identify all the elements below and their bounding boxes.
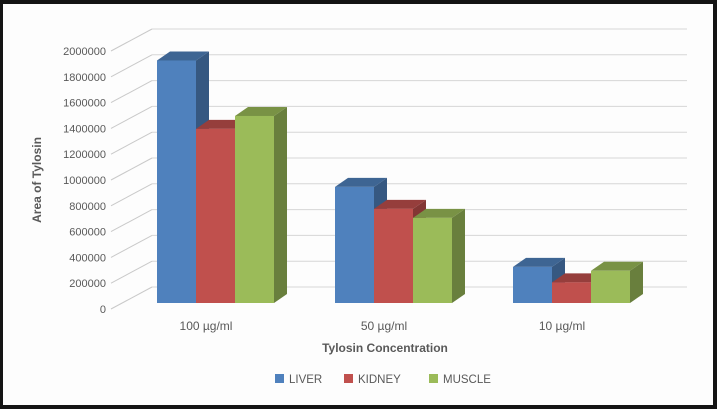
bar-front-face — [413, 217, 452, 303]
legend-item-liver: LIVER — [275, 374, 322, 386]
y-axis-title: Area of Tylosin — [30, 137, 44, 223]
bar-front-face — [513, 266, 552, 303]
y-tick-label: 1000000 — [63, 175, 106, 187]
legend-swatch-kidney — [344, 374, 353, 383]
bar-muscle-50µg/ml — [413, 208, 465, 303]
y-tick-label: 200000 — [69, 278, 106, 290]
bar-top-face — [513, 257, 565, 267]
tick-depth-line — [110, 260, 153, 284]
tick-depth-line — [110, 183, 153, 207]
tick-depth-line — [110, 105, 153, 129]
tick-depth-line — [110, 234, 153, 258]
legend-label-liver: LIVER — [289, 374, 322, 386]
tick-depth-line — [110, 157, 153, 181]
legend-item-kidney: KIDNEY — [344, 374, 401, 386]
y-tick-label: 0 — [100, 304, 106, 316]
y-tick-label: 2000000 — [63, 46, 106, 58]
tick-depth-line — [110, 131, 153, 155]
tick-depth-line — [110, 54, 153, 78]
y-tick-label: 800000 — [69, 201, 106, 213]
bar-front-face — [335, 186, 374, 303]
bars-group — [157, 51, 643, 304]
tick-depth-line — [110, 80, 153, 104]
bar-muscle-100µg/ml — [235, 106, 287, 303]
legend: LIVER KIDNEY MUSCLE — [275, 374, 491, 386]
legend-swatch-muscle — [429, 374, 438, 383]
bar-top-face — [235, 106, 287, 116]
bar-front-face — [552, 282, 591, 303]
legend-item-muscle: MUSCLE — [429, 374, 491, 386]
y-tick-label: 1400000 — [63, 123, 106, 135]
plot-area: 0 200000 400000 600000 800000 1000000 1200000 1… — [30, 28, 687, 386]
x-category-label: 10 µg/ml — [539, 319, 585, 333]
x-category-label: 50 µg/ml — [361, 319, 407, 333]
bar-front-face — [374, 208, 413, 303]
bar-front-face — [157, 60, 196, 304]
bar-top-face — [413, 208, 465, 218]
legend-label-kidney: KIDNEY — [358, 374, 401, 386]
x-axis-title: Tylosin Concentration — [322, 341, 448, 355]
bar-muscle-10µg/ml — [591, 261, 643, 303]
bar-side-face — [452, 208, 465, 303]
x-category-label: 100 µg/ml — [180, 319, 233, 333]
y-axis-ticks: 0 200000 400000 600000 800000 1000000 1200000 1… — [63, 46, 106, 316]
y-tick-label: 1600000 — [63, 98, 106, 110]
legend-swatch-liver — [275, 374, 284, 383]
bar-side-face — [630, 261, 643, 303]
y-tick-label: 600000 — [69, 227, 106, 239]
bar-top-face — [335, 177, 387, 187]
tick-depth-line — [110, 28, 153, 52]
y-tick-label: 400000 — [69, 252, 106, 264]
y-tick-label: 1800000 — [63, 72, 106, 84]
bar-top-face — [591, 261, 643, 271]
bar-front-face — [591, 270, 630, 303]
y-tick-label: 1200000 — [63, 149, 106, 161]
bar-top-face — [374, 199, 426, 209]
legend-label-muscle: MUSCLE — [443, 374, 491, 386]
bar-front-face — [235, 115, 274, 303]
bar-top-face — [157, 51, 209, 61]
bar-front-face — [196, 128, 235, 303]
tick-depth-line — [110, 209, 153, 233]
tick-depth-line — [110, 286, 153, 310]
bar-side-face — [274, 106, 287, 303]
x-axis-categories: 100 µg/ml 50 µg/ml 10 µg/ml — [180, 319, 586, 333]
